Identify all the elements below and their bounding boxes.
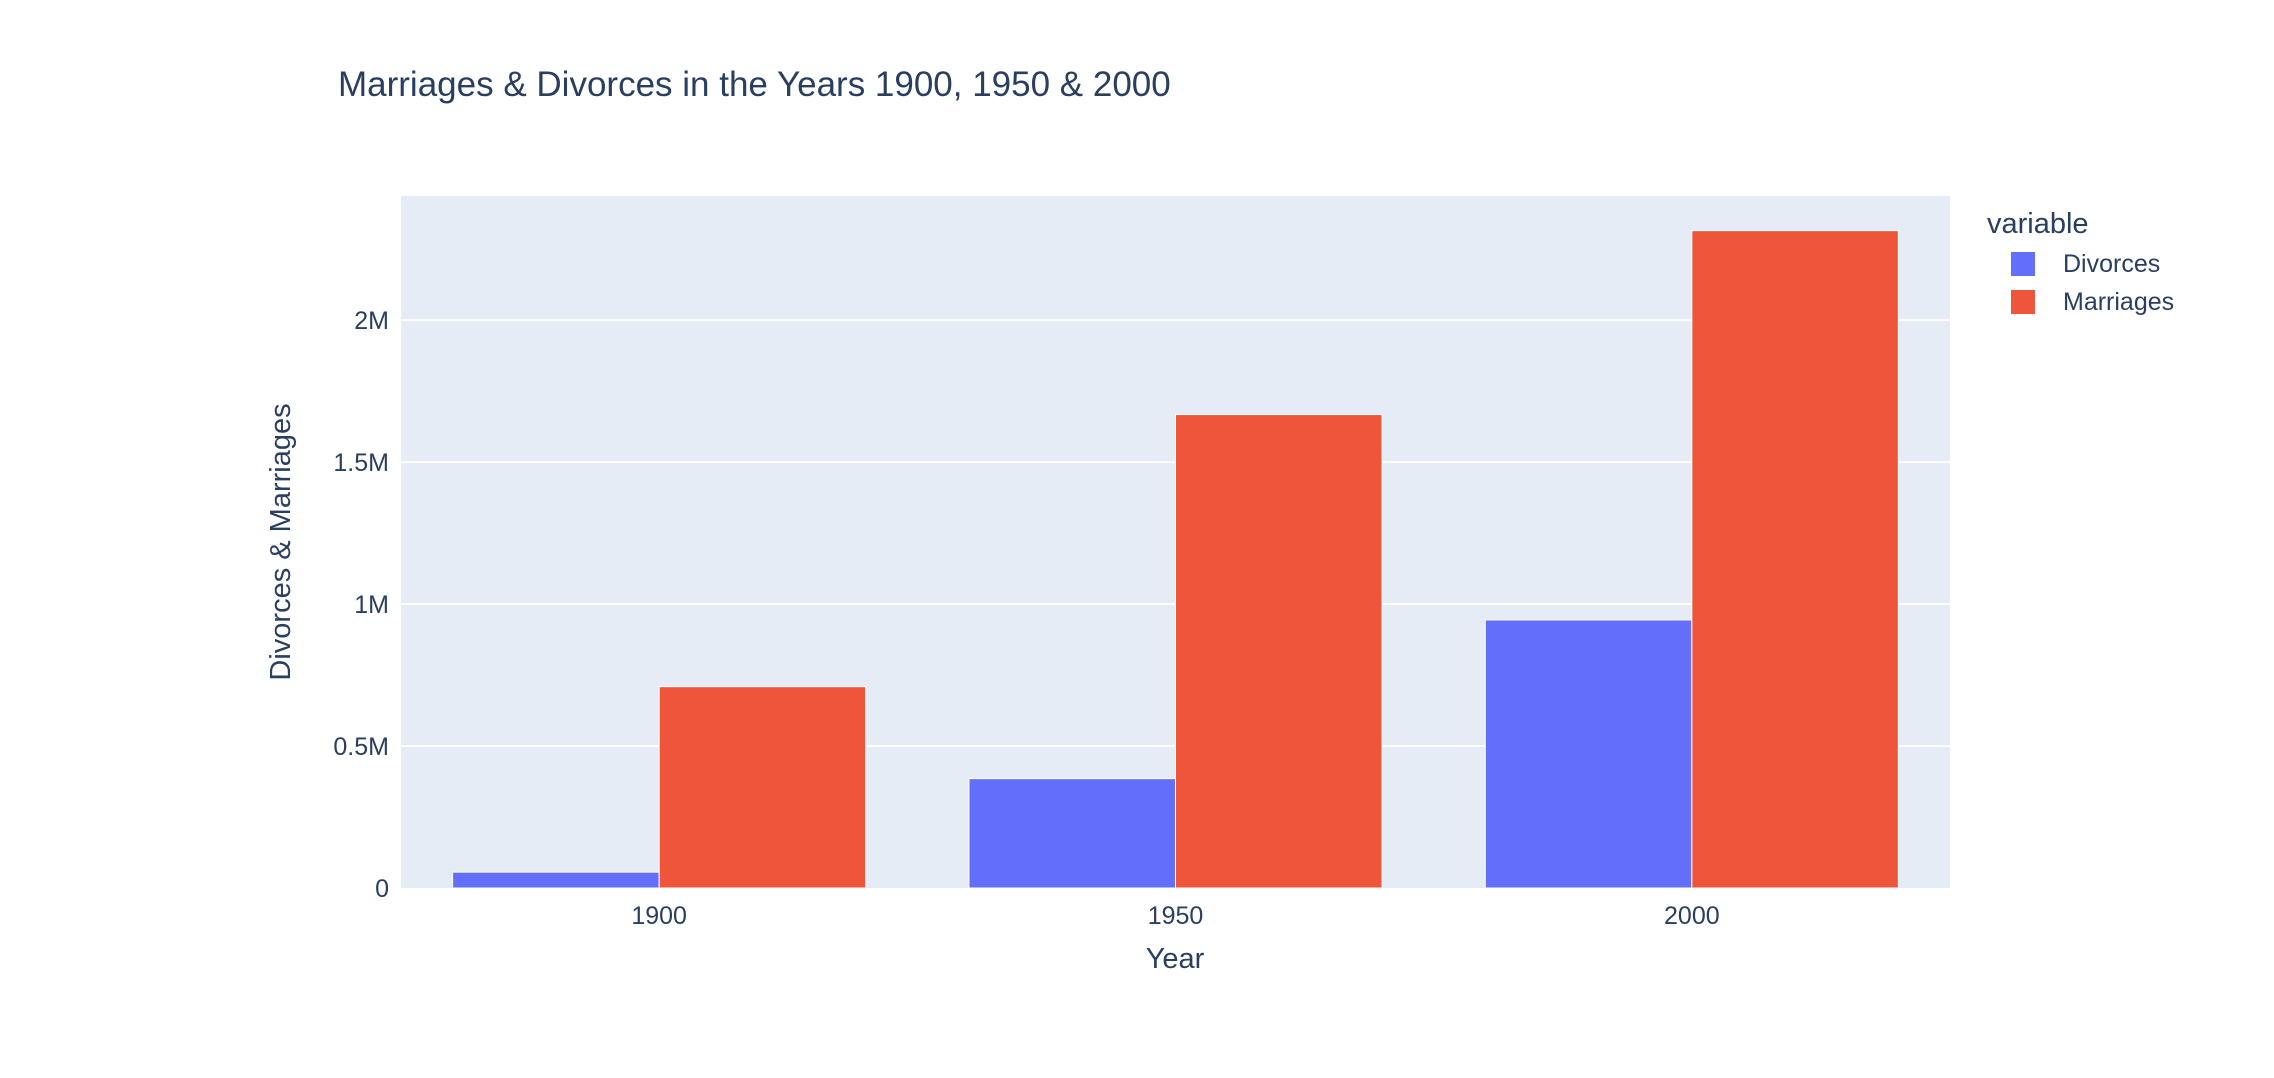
bars	[452, 230, 1899, 889]
y-axis-title: Divorces & Marriages	[265, 403, 297, 680]
legend: variable Divorces Marriages	[1987, 208, 2174, 316]
x-axis-ticks: 1900 1950 2000	[631, 902, 1719, 930]
y-tick-label: 1.5M	[333, 449, 389, 477]
y-axis-ticks: 0 0.5M 1M 1.5M 2M	[333, 307, 389, 903]
legend-items: Divorces Marriages	[2011, 250, 2174, 316]
chart-title: Marriages & Divorces in the Years 1900, …	[338, 65, 1171, 104]
y-tick-label: 0.5M	[333, 733, 389, 761]
x-axis-title: Year	[1146, 943, 1205, 975]
legend-label-marriages: Marriages	[2063, 288, 2174, 316]
x-tick-label: 1950	[1148, 902, 1204, 930]
x-tick-label: 1900	[631, 902, 687, 930]
legend-label-divorces: Divorces	[2063, 250, 2160, 278]
bar-divorces-1900	[452, 871, 660, 889]
legend-swatch-divorces	[2011, 252, 2035, 276]
bar-marriages-1900	[658, 686, 867, 889]
legend-swatch-marriages	[2011, 290, 2035, 314]
x-tick-label: 2000	[1664, 902, 1720, 930]
y-tick-label: 1M	[354, 591, 389, 619]
bar-marriages-2000	[1691, 230, 1899, 889]
bar-divorces-1950	[968, 778, 1177, 889]
y-tick-label: 2M	[354, 307, 389, 335]
y-tick-label: 0	[375, 875, 389, 903]
bar-marriages-1950	[1175, 414, 1383, 889]
legend-title: variable	[1987, 208, 2089, 240]
bar-divorces-2000	[1484, 619, 1693, 889]
